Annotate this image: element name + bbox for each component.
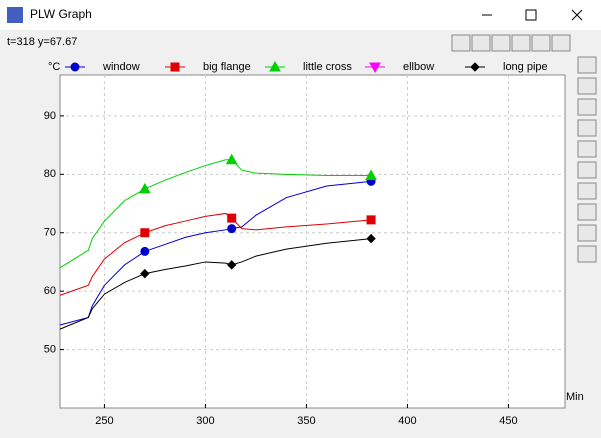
side-toolbar	[577, 56, 597, 263]
marker	[140, 268, 150, 279]
series-line	[59, 238, 372, 330]
window-title: PLW Graph	[30, 7, 92, 21]
y-tick-label: 70	[44, 227, 56, 239]
down-button[interactable]	[577, 119, 597, 137]
help-button[interactable]	[577, 245, 597, 263]
plot-area	[59, 74, 566, 409]
check-button[interactable]	[577, 224, 597, 242]
x-tick-label: 450	[499, 415, 517, 427]
first-button[interactable]	[451, 34, 471, 52]
maximize-button[interactable]	[525, 9, 537, 21]
app-icon	[7, 7, 23, 23]
marker	[227, 213, 237, 223]
legend-marker	[70, 62, 80, 72]
marker	[365, 169, 377, 180]
series-line	[59, 180, 372, 326]
marker	[366, 215, 376, 225]
x-tick-label: 350	[297, 415, 315, 427]
up-button[interactable]	[577, 56, 597, 74]
legend-marker	[170, 62, 180, 72]
last-button[interactable]	[551, 34, 571, 52]
close-button[interactable]	[571, 9, 583, 21]
open-button[interactable]	[577, 140, 597, 158]
y-axis-label: °C	[48, 61, 60, 73]
x-axis-label: Min	[566, 391, 584, 403]
export-button[interactable]	[577, 182, 597, 200]
title-bar	[0, 0, 601, 30]
prev-button[interactable]	[471, 34, 491, 52]
zoom-out-y-button[interactable]	[577, 98, 597, 116]
legend-marker	[369, 62, 381, 74]
save-button[interactable]	[577, 161, 597, 179]
y-tick-label: 50	[44, 343, 56, 355]
marker	[138, 182, 151, 194]
legend-label: big flange	[203, 61, 251, 73]
legend-marker	[269, 60, 281, 72]
legend-label: little cross	[303, 61, 352, 73]
marker	[225, 153, 238, 165]
x-tick-label: 400	[398, 415, 416, 427]
y-tick-label: 60	[44, 285, 56, 297]
next-button[interactable]	[531, 34, 551, 52]
y-tick-label: 80	[44, 168, 56, 180]
plot: 50 60 70 80 90 250 300 350 400 450 window big flang…	[44, 61, 565, 427]
series-line	[59, 159, 372, 269]
status-text: t=318 y=67.67	[7, 36, 77, 48]
zoom-out-button[interactable]	[511, 34, 531, 52]
zoom-in-y-button[interactable]	[577, 77, 597, 95]
marker	[227, 224, 237, 234]
legend-marker	[470, 62, 480, 72]
x-tick-label: 250	[95, 415, 113, 427]
marker	[140, 246, 150, 256]
legend-label: ellbow	[403, 61, 434, 73]
series-button[interactable]	[577, 203, 597, 221]
legend-label: long pipe	[503, 61, 548, 73]
x-tick-label: 300	[196, 415, 214, 427]
legend-label: window	[102, 61, 140, 73]
marker	[226, 260, 237, 270]
marker	[366, 233, 376, 244]
y-tick-label: 90	[44, 110, 56, 122]
series-line	[59, 212, 372, 296]
marker	[140, 228, 150, 238]
top-toolbar	[451, 34, 571, 52]
zoom-in-button[interactable]	[491, 34, 511, 52]
